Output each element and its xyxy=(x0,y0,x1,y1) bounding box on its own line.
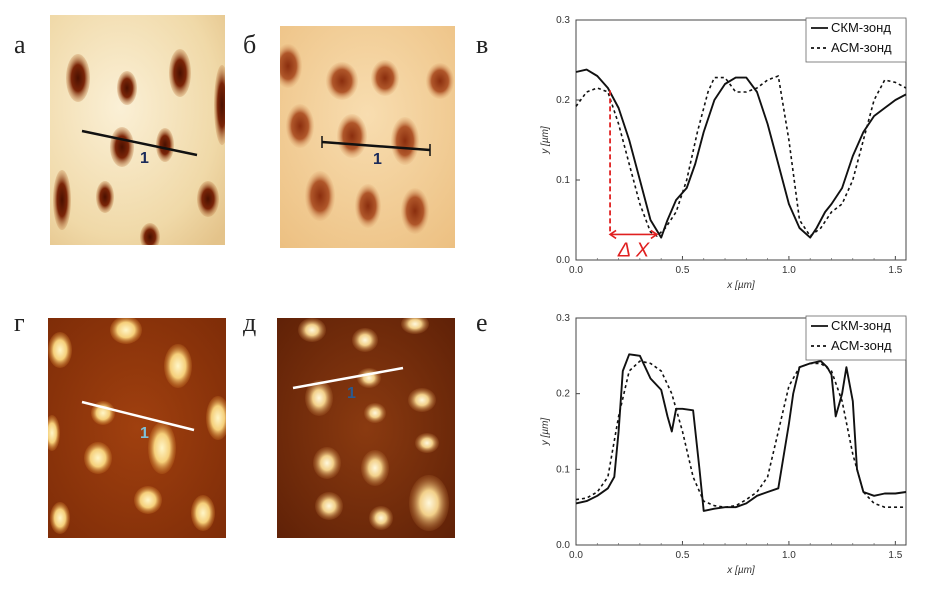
chart-e-legend-box xyxy=(805,315,907,361)
chart-v-delta-x-arrowhead-right xyxy=(650,229,659,240)
panel-letter-v: в xyxy=(476,30,489,59)
chart-e-ytick-label: 0.2 xyxy=(556,389,570,400)
chart-v-legend-entry: АСМ-зонд xyxy=(831,40,892,55)
chart-v-frame xyxy=(575,19,907,261)
chart-v-ytick-label: 0.0 xyxy=(556,255,570,266)
profile-chart-e: 0.0 0.1 0.2 0.3 0.0 0.5 1.0 1.5 x [µm] y [µm] СКМ-… xyxy=(528,300,933,598)
chart-v-series-skm-line xyxy=(575,68,907,239)
chart-e-frame xyxy=(575,317,907,546)
panel-letter-a: а xyxy=(14,30,26,59)
chart-e-xtick-label: 1.5 xyxy=(888,550,902,561)
chart-e-ytick-label: 0.3 xyxy=(556,313,570,324)
chart-v-ytick-label: 0.1 xyxy=(556,175,570,186)
chart-e-series-skm-line xyxy=(575,353,907,512)
chart-v-delta-x-arrowhead-left xyxy=(608,229,617,240)
chart-v-legend-entry: СКМ-зонд xyxy=(831,20,891,35)
mfm-image-g: 1 xyxy=(48,318,226,538)
profile-line-a xyxy=(81,129,198,157)
chart-e-xlabel: x [µm] xyxy=(726,565,755,576)
panel-letter-d: д xyxy=(243,308,257,337)
afm-topography-image-a: 1 xyxy=(50,15,225,245)
chart-e-series-asm-line xyxy=(575,360,906,508)
mfm-image-d: 1 xyxy=(277,318,455,538)
afm-topography-image-b: 1 xyxy=(280,26,455,248)
chart-v-ytick-label: 0.3 xyxy=(556,15,570,26)
profile-line-d xyxy=(292,366,404,390)
chart-v-ylabel: y [µm] xyxy=(540,126,551,155)
chart-v-xlabel: x [µm] xyxy=(726,280,755,291)
profile-line-g xyxy=(81,400,195,432)
chart-e-ytick-label: 0.1 xyxy=(556,464,570,475)
chart-v-legend-box xyxy=(805,17,907,63)
chart-v-xtick-label: 1.0 xyxy=(782,265,796,276)
chart-v-ytick-label: 0.2 xyxy=(556,95,570,106)
panel-letter-e: е xyxy=(476,308,488,337)
chart-e-ytick-label: 0.0 xyxy=(556,540,570,551)
chart-e-legend-entry: СКМ-зонд xyxy=(831,318,891,333)
panel-letter-g: г xyxy=(14,308,25,337)
panel-letter-b: б xyxy=(243,30,257,59)
chart-v-xtick-label: 0.5 xyxy=(675,265,689,276)
chart-e-xtick-label: 0.0 xyxy=(569,550,583,561)
profile-chart-v: 0.0 0.1 0.2 0.3 0.0 0.5 1.0 1.5 x [µm] y [µm] СКМ-… xyxy=(528,8,933,308)
chart-v-series-asm-line xyxy=(575,75,907,237)
chart-e-ylabel: y [µm] xyxy=(540,418,551,447)
profile-label-b: 1 xyxy=(373,151,382,168)
chart-v-delta-x-label: Δ X xyxy=(617,239,650,261)
chart-v-xtick-label: 0.0 xyxy=(569,265,583,276)
profile-label-g: 1 xyxy=(140,425,149,442)
chart-e-xtick-label: 0.5 xyxy=(675,550,689,561)
profile-label-d: 1 xyxy=(347,385,356,402)
chart-e-legend-entry: АСМ-зонд xyxy=(831,338,892,353)
chart-e-xtick-label: 1.0 xyxy=(782,550,796,561)
chart-v-xtick-label: 1.5 xyxy=(888,265,902,276)
profile-line-b xyxy=(321,140,431,152)
profile-chart-v-svg: 0.0 0.1 0.2 0.3 0.0 0.5 1.0 1.5 x [µm] y [µm] СКМ-… xyxy=(540,15,907,291)
profile-chart-e-svg: 0.0 0.1 0.2 0.3 0.0 0.5 1.0 1.5 x [µm] y [µm] СКМ-… xyxy=(540,313,907,576)
profile-label-a: 1 xyxy=(140,150,149,167)
